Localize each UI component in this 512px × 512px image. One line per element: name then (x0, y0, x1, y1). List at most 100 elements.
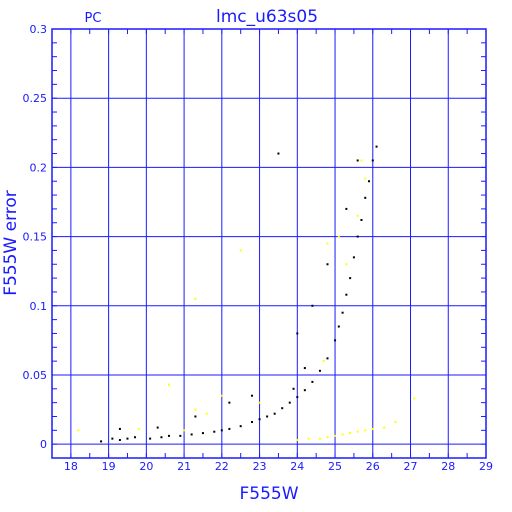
data-point-yellow (167, 383, 170, 386)
y-tick-label: 0.2 (30, 161, 48, 174)
data-point-yellow (326, 436, 329, 439)
data-point-black (134, 436, 137, 439)
data-point-black (326, 357, 329, 360)
data-point-black (111, 437, 114, 440)
data-point-black (326, 263, 329, 266)
data-points (77, 145, 416, 443)
x-tick-label: 27 (404, 460, 418, 473)
data-point-yellow (137, 427, 140, 430)
data-point-black (126, 437, 129, 440)
data-point-black (156, 426, 159, 429)
data-point-yellow (349, 432, 352, 435)
data-point-black (303, 389, 306, 392)
x-tick-label: 25 (328, 460, 342, 473)
data-point-yellow (194, 297, 197, 300)
data-point-black (364, 196, 367, 199)
data-point-black (288, 401, 291, 404)
data-point-yellow (239, 249, 242, 252)
data-point-black (360, 218, 363, 221)
data-point-black (296, 332, 299, 335)
x-tick-label: 20 (139, 460, 153, 473)
data-point-black (345, 293, 348, 296)
data-point-yellow (337, 235, 340, 238)
data-point-yellow (371, 427, 374, 430)
data-point-black (273, 412, 276, 415)
data-point-black (228, 427, 231, 430)
data-point-black (349, 277, 352, 280)
y-tick-label: 0 (40, 438, 47, 451)
data-point-yellow (364, 177, 367, 180)
data-point-black (251, 421, 254, 424)
y-tick-label: 0.05 (23, 369, 48, 382)
x-tick-label: 28 (441, 460, 455, 473)
data-point-yellow (183, 429, 186, 432)
data-point-yellow (364, 429, 367, 432)
data-point-yellow (394, 421, 397, 424)
data-point-yellow (77, 429, 80, 432)
data-point-black (345, 207, 348, 210)
y-tick-label: 0.15 (23, 231, 48, 244)
data-point-black (213, 430, 216, 433)
data-point-black (201, 432, 204, 435)
x-tick-label: 23 (253, 460, 267, 473)
data-point-black (318, 369, 321, 372)
y-tick-label: 0.1 (30, 300, 48, 313)
data-point-black (266, 415, 269, 418)
data-point-black (334, 339, 337, 342)
data-point-black (311, 380, 314, 383)
data-point-black (167, 434, 170, 437)
x-tick-label: 26 (366, 460, 380, 473)
data-point-black (190, 433, 193, 436)
data-point-black (303, 367, 306, 370)
data-point-black (337, 325, 340, 328)
data-point-black (356, 159, 359, 162)
data-point-black (228, 401, 231, 404)
data-point-yellow (413, 397, 416, 400)
x-tick-label: 18 (64, 460, 78, 473)
data-point-black (179, 434, 182, 437)
data-point-yellow (205, 412, 208, 415)
data-point-yellow (383, 426, 386, 429)
data-point-yellow (318, 437, 321, 440)
data-point-yellow (334, 434, 337, 437)
y-tick-label: 0.25 (23, 92, 48, 105)
plot-frame (51, 28, 487, 459)
y-axis-title: F555W error (1, 190, 21, 296)
data-point-black (118, 439, 121, 442)
x-tick-label: 29 (479, 460, 493, 473)
data-point-black (251, 394, 254, 397)
data-point-black (100, 440, 103, 443)
data-point-black (341, 311, 344, 314)
x-tick-label: 22 (215, 460, 229, 473)
corner-label: PC (85, 11, 102, 26)
data-point-black (356, 235, 359, 238)
axis-ticks: 18 19 20 21 22 23 24 25 26 27 28 29 0 0.05 0.1 0.15 0.2 0… (23, 23, 494, 473)
x-tick-label: 19 (102, 460, 116, 473)
data-point-black (258, 418, 261, 421)
data-point-yellow (326, 242, 329, 245)
data-point-black (239, 425, 242, 428)
data-point-black (194, 415, 197, 418)
data-point-black (277, 152, 280, 155)
data-point-black (292, 387, 295, 390)
data-point-yellow (322, 360, 325, 363)
data-point-yellow (307, 437, 310, 440)
data-point-black (368, 180, 371, 183)
data-point-black (296, 396, 299, 399)
data-point-yellow (345, 263, 348, 266)
data-point-black (375, 145, 378, 148)
data-point-black (160, 436, 163, 439)
data-point-yellow (194, 408, 197, 411)
x-tick-label: 21 (177, 460, 191, 473)
data-point-black (371, 159, 374, 162)
data-point-yellow (360, 159, 363, 162)
data-point-black (281, 407, 284, 410)
data-point-yellow (296, 439, 299, 442)
data-point-yellow (258, 401, 261, 404)
data-point-yellow (356, 214, 359, 217)
data-point-yellow (356, 430, 359, 433)
data-point-black (220, 429, 223, 432)
chart-grid (52, 28, 487, 458)
x-axis-title: F555W (239, 484, 298, 504)
